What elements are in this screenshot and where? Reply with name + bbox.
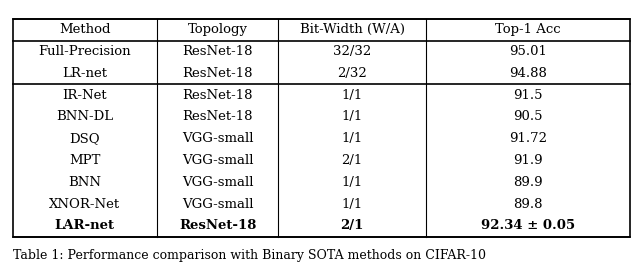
Text: Full-Precision: Full-Precision	[38, 45, 131, 58]
Text: ResNet-18: ResNet-18	[179, 219, 256, 232]
Text: 32/32: 32/32	[333, 45, 371, 58]
Text: ResNet-18: ResNet-18	[182, 67, 253, 80]
Text: BNN: BNN	[68, 176, 101, 189]
Text: 95.01: 95.01	[509, 45, 547, 58]
Text: VGG-small: VGG-small	[182, 132, 253, 145]
Text: 2/32: 2/32	[337, 67, 367, 80]
Text: Top-1 Acc: Top-1 Acc	[495, 23, 561, 36]
Text: LR-net: LR-net	[62, 67, 108, 80]
Text: MPT: MPT	[69, 154, 100, 167]
Text: ResNet-18: ResNet-18	[182, 89, 253, 102]
Text: 1/1: 1/1	[341, 132, 363, 145]
Bar	[13, 19, 630, 237]
Text: 90.5: 90.5	[513, 110, 543, 123]
Text: Topology: Topology	[188, 23, 248, 36]
Text: VGG-small: VGG-small	[182, 197, 253, 211]
Text: 89.8: 89.8	[513, 197, 543, 211]
Text: BNN-DL: BNN-DL	[56, 110, 113, 123]
Text: IR-Net: IR-Net	[63, 89, 107, 102]
Text: VGG-small: VGG-small	[182, 154, 253, 167]
Text: 2/1: 2/1	[341, 154, 363, 167]
Text: LAR-net: LAR-net	[55, 219, 115, 232]
Text: 91.72: 91.72	[509, 132, 547, 145]
Text: 1/1: 1/1	[341, 197, 363, 211]
Text: 94.88: 94.88	[509, 67, 547, 80]
Text: 1/1: 1/1	[341, 176, 363, 189]
Text: VGG-small: VGG-small	[182, 176, 253, 189]
Text: 1/1: 1/1	[341, 110, 363, 123]
Text: Method: Method	[59, 23, 111, 36]
Text: DSQ: DSQ	[70, 132, 100, 145]
Text: 91.9: 91.9	[513, 154, 543, 167]
Text: XNOR-Net: XNOR-Net	[49, 197, 120, 211]
Text: 89.9: 89.9	[513, 176, 543, 189]
Text: Bit-Width (W/A): Bit-Width (W/A)	[300, 23, 404, 36]
Text: Table 1: Performance comparison with Binary SOTA methods on CIFAR-10: Table 1: Performance comparison with Bin…	[13, 249, 486, 262]
Text: 1/1: 1/1	[341, 89, 363, 102]
Text: 92.34 ± 0.05: 92.34 ± 0.05	[481, 219, 575, 232]
Text: 91.5: 91.5	[513, 89, 543, 102]
Text: ResNet-18: ResNet-18	[182, 45, 253, 58]
Text: ResNet-18: ResNet-18	[182, 110, 253, 123]
Text: 2/1: 2/1	[340, 219, 364, 232]
